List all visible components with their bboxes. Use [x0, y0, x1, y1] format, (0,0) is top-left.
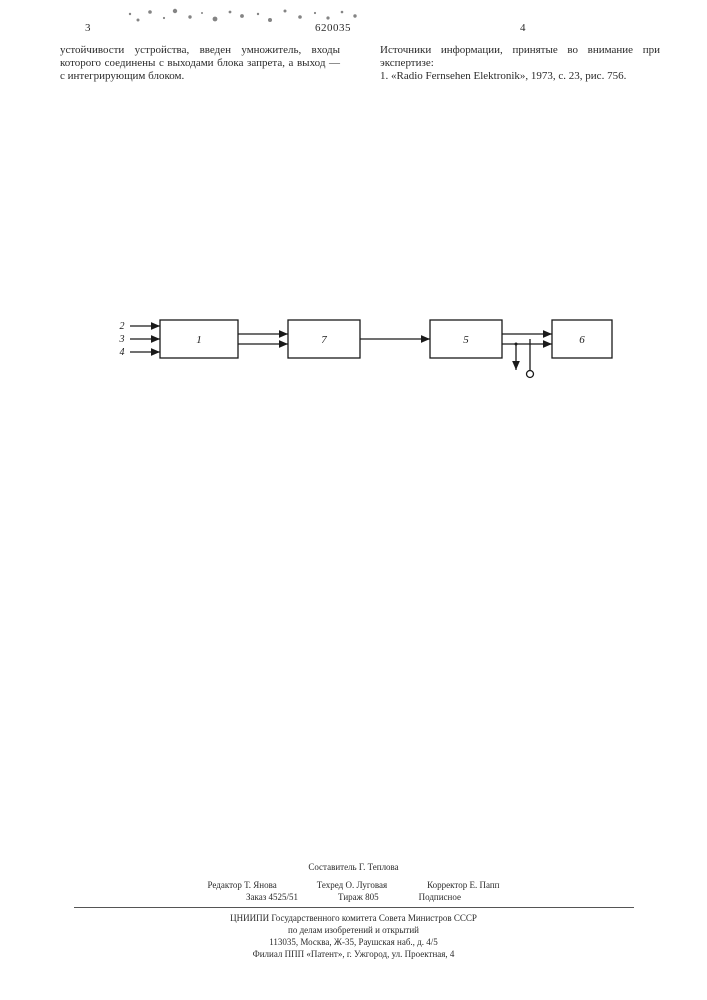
subscription: Подписное: [419, 891, 461, 903]
editor: Редактор Т. Янова: [208, 879, 277, 891]
svg-text:1: 1: [196, 334, 202, 346]
svg-text:6: 6: [579, 334, 585, 346]
publisher-line2: по делам изобретений и открытий: [0, 924, 707, 936]
svg-text:3: 3: [119, 334, 125, 345]
address-line1: 113035, Москва, Ж-35, Раушская наб., д. …: [0, 936, 707, 948]
footer-rule: [74, 907, 634, 908]
svg-text:4: 4: [120, 347, 125, 358]
compiler: Составитель Г. Теплова: [0, 861, 707, 873]
right-column-text: Источники информации, принятые во вниман…: [380, 44, 660, 83]
svg-text:7: 7: [321, 334, 327, 346]
address-line2: Филиал ППП «Патент», г. Ужгород, ул. Про…: [0, 948, 707, 960]
colophon: Составитель Г. Теплова Редактор Т. Янова…: [0, 855, 707, 960]
left-column-text: устойчивости устройства, введен умножите…: [60, 44, 340, 83]
patent-number: 620035: [315, 22, 351, 34]
tech-editor: Техред О. Луговая: [317, 879, 387, 891]
page-header: 3 620035 4: [0, 22, 707, 40]
print-run: Тираж 805: [338, 891, 379, 903]
order-number: Заказ 4525/51: [246, 891, 298, 903]
page-number-left: 3: [85, 22, 91, 34]
svg-text:2: 2: [120, 321, 125, 332]
page-number-right: 4: [520, 22, 526, 34]
block-diagram: 1 7 5 6 2 3 4: [100, 300, 620, 380]
svg-text:5: 5: [463, 334, 469, 346]
corrector: Корректор Е. Папп: [427, 879, 499, 891]
publisher-line1: ЦНИИПИ Государственного комитета Совета …: [0, 912, 707, 924]
